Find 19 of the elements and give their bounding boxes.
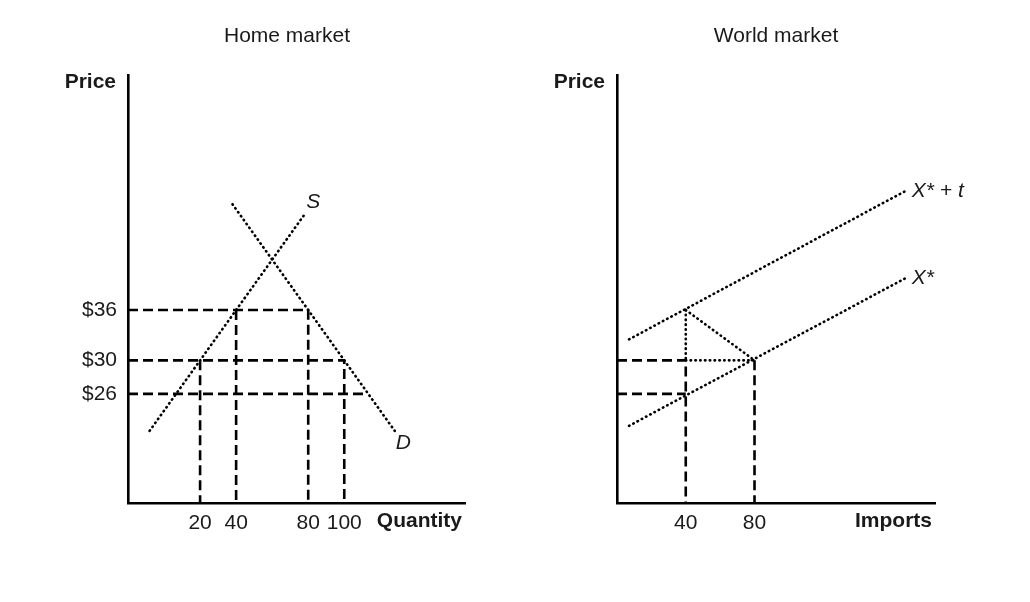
- series-label: D: [395, 429, 412, 453]
- x-tick-label: 40: [674, 510, 698, 534]
- x-tick-label: 40: [224, 510, 248, 534]
- series-label: S: [306, 188, 321, 212]
- x-axis-title: Imports: [854, 507, 932, 531]
- y-tick-label: $36: [81, 296, 117, 320]
- chart-title: Home market: [223, 22, 351, 46]
- series-label: X* + t: [910, 177, 965, 201]
- y-tick-label: $26: [81, 380, 117, 404]
- series-label: X*: [910, 264, 935, 288]
- y-tick-label: $30: [81, 347, 117, 371]
- x-axis-title: Quantity: [376, 507, 463, 531]
- x-tick-label: 80: [296, 510, 320, 534]
- chart-title: World market: [713, 22, 839, 46]
- x-tick-label: 80: [742, 510, 767, 534]
- x-tick-label: 100: [326, 510, 362, 534]
- x-tick-label: 20: [188, 510, 212, 534]
- y-axis-title: Price: [64, 68, 116, 92]
- y-axis-title: Price: [553, 68, 605, 92]
